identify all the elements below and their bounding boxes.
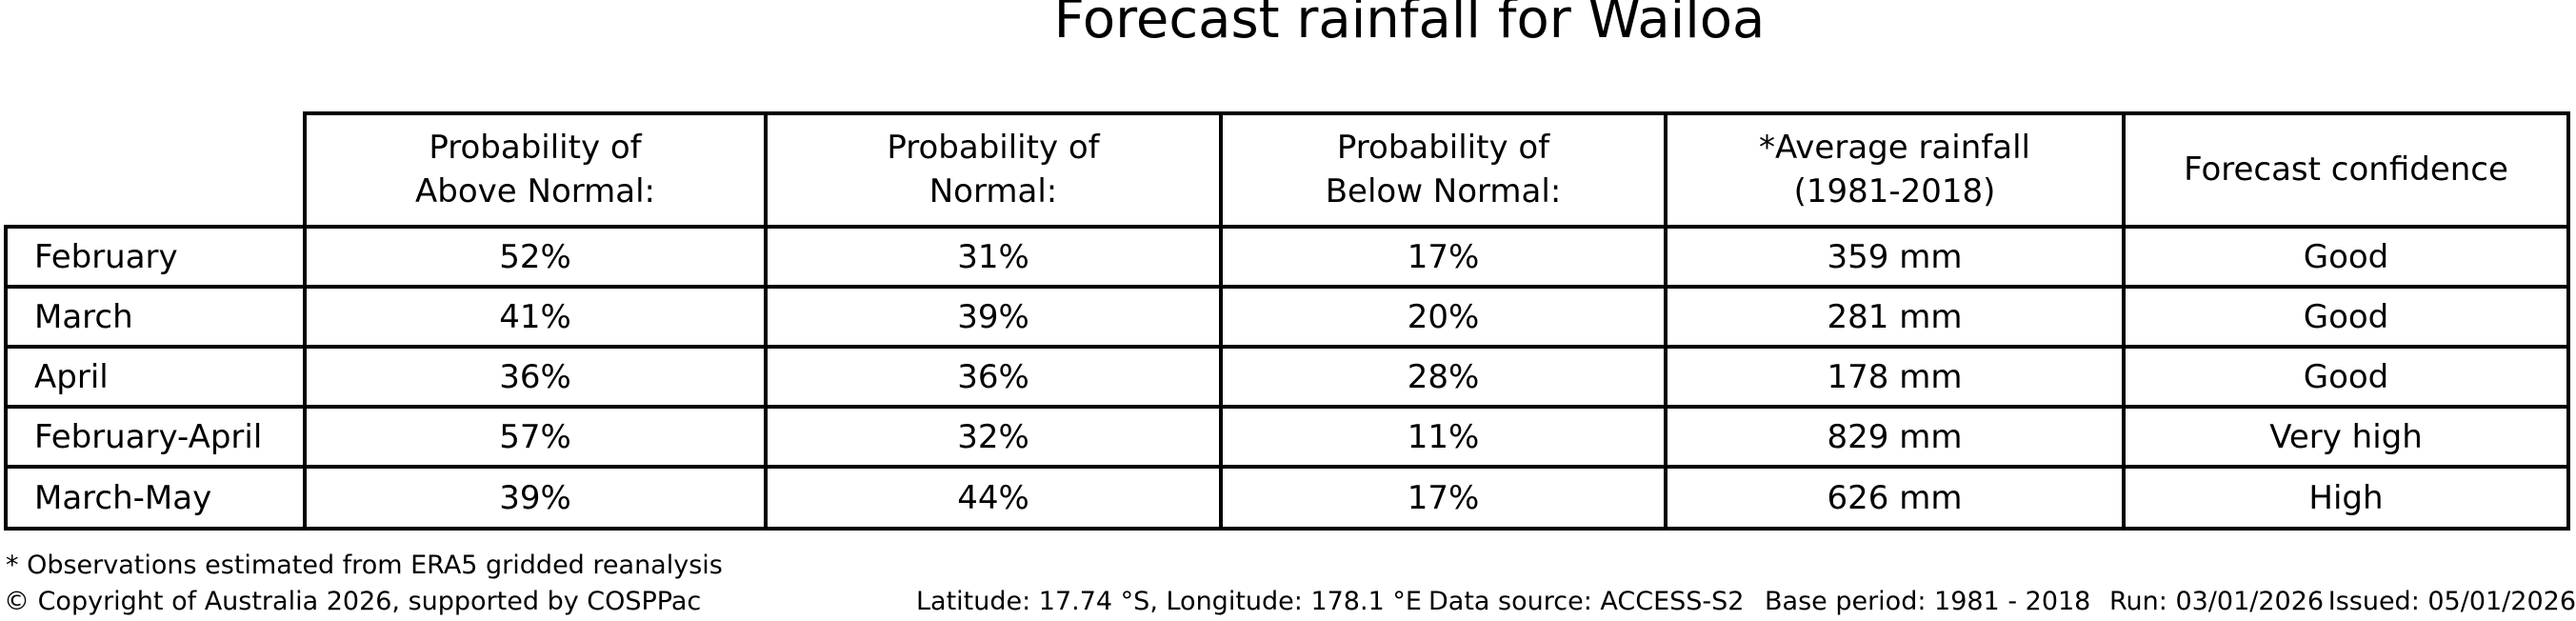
table-cell-march-may-average: 626 mm (1667, 469, 2126, 531)
issued-date-text: Issued: 05/01/2026 (2327, 587, 2576, 616)
row-label-march: March (4, 289, 307, 349)
row-label-february: February (4, 229, 307, 289)
table-cell-march-may-confidence: High (2126, 469, 2570, 531)
table-cell-february-confidence: Good (2126, 229, 2570, 289)
table-cell-march-may-above: 39% (307, 469, 768, 531)
table-cell-february-above: 52% (307, 229, 768, 289)
table-cell-february-april-below: 11% (1223, 409, 1667, 469)
row-label-march-may: March-May (4, 469, 307, 531)
table-cell-march-above: 41% (307, 289, 768, 349)
table-cell-march-below: 20% (1223, 289, 1667, 349)
location-text: Latitude: 17.74 °S, Longitude: 178.1 °E (916, 587, 1422, 616)
column-header-normal: Probability of Normal: (768, 111, 1223, 229)
table-cell-april-average: 178 mm (1667, 349, 2126, 409)
observations-footnote: * Observations estimated from ERA5 gridd… (6, 551, 723, 580)
row-label-february-april: February-April (4, 409, 307, 469)
table-cell-march-may-below: 17% (1223, 469, 1667, 531)
base-period-text: Base period: 1981 - 2018 (1765, 587, 2091, 616)
table-cell-april-confidence: Good (2126, 349, 2570, 409)
table-cell-april-normal: 36% (768, 349, 1223, 409)
column-header-forecast-confidence: Forecast confidence (2126, 111, 2570, 229)
table-cell-february-normal: 31% (768, 229, 1223, 289)
column-header-below-normal: Probability of Below Normal: (1223, 111, 1667, 229)
table-cell-march-normal: 39% (768, 289, 1223, 349)
column-header-above-normal: Probability of Above Normal: (307, 111, 768, 229)
table-cell-february-average: 359 mm (1667, 229, 2126, 289)
table-cell-february-below: 17% (1223, 229, 1667, 289)
page-title: Forecast rainfall for Wailoa (1053, 0, 1766, 50)
table-cell-march-average: 281 mm (1667, 289, 2126, 349)
table-cell-february-april-above: 57% (307, 409, 768, 469)
copyright-text: © Copyright of Australia 2026, supported… (4, 587, 702, 616)
table-cell-april-above: 36% (307, 349, 768, 409)
forecast-table: Probability of Above Normal: Probability… (4, 111, 2570, 531)
row-label-april: April (4, 349, 307, 409)
table-cell-march-may-normal: 44% (768, 469, 1223, 531)
run-date-text: Run: 03/01/2026 (2109, 587, 2325, 616)
table-corner-cell (4, 111, 307, 229)
table-cell-february-april-average: 829 mm (1667, 409, 2126, 469)
table-cell-april-below: 28% (1223, 349, 1667, 409)
table-cell-march-confidence: Good (2126, 289, 2570, 349)
data-source-text: Data source: ACCESS-S2 (1428, 587, 1745, 616)
table-cell-february-april-normal: 32% (768, 409, 1223, 469)
table-cell-february-april-confidence: Very high (2126, 409, 2570, 469)
column-header-average-rainfall: *Average rainfall (1981-2018) (1667, 111, 2126, 229)
